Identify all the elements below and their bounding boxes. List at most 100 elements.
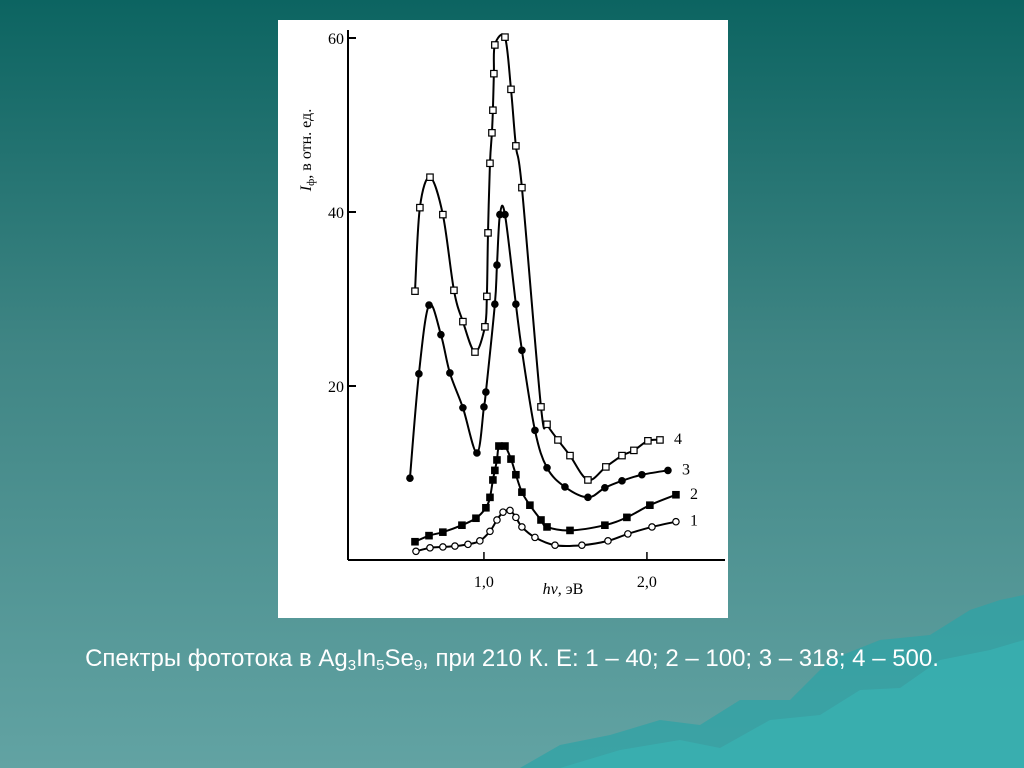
marker	[489, 106, 497, 115]
marker	[501, 442, 509, 450]
marker	[506, 506, 514, 515]
marker	[601, 483, 609, 492]
marker	[482, 388, 490, 396]
marker	[425, 301, 433, 309]
marker	[489, 476, 497, 484]
marker	[412, 547, 420, 556]
marker	[531, 533, 539, 542]
marker	[584, 476, 592, 484]
marker	[672, 517, 680, 526]
marker	[406, 474, 414, 483]
marker	[473, 449, 481, 457]
marker	[512, 142, 520, 150]
marker	[537, 516, 545, 524]
marker	[484, 229, 492, 237]
x-axis-label: hν, эВ	[543, 581, 584, 598]
series-label: 3	[682, 461, 690, 478]
marker	[518, 488, 526, 496]
caption-sub: 3	[347, 657, 357, 674]
marker	[630, 446, 638, 455]
series-label: 2	[690, 486, 698, 503]
marker	[566, 526, 574, 535]
marker	[486, 527, 494, 536]
marker	[537, 403, 545, 411]
marker	[481, 323, 489, 331]
marker	[507, 455, 515, 463]
marker	[501, 33, 509, 41]
marker	[554, 436, 562, 444]
chart-panel	[278, 20, 728, 618]
marker	[578, 541, 586, 550]
y-tick-label: 60	[328, 31, 344, 48]
marker	[491, 466, 499, 475]
marker	[624, 530, 632, 538]
marker	[623, 513, 631, 522]
marker	[518, 523, 526, 531]
marker	[648, 523, 656, 531]
marker	[458, 521, 466, 530]
marker	[566, 451, 574, 460]
marker	[491, 300, 499, 309]
marker	[446, 369, 454, 377]
marker	[512, 300, 520, 309]
marker	[451, 542, 459, 550]
marker	[459, 403, 467, 412]
marker	[439, 210, 447, 219]
marker	[493, 456, 501, 464]
marker	[531, 426, 539, 435]
marker	[486, 493, 494, 502]
marker	[488, 129, 496, 137]
marker	[604, 537, 612, 545]
marker	[646, 501, 654, 509]
y-tick-label: 40	[328, 205, 344, 222]
marker	[543, 463, 551, 472]
marker	[480, 403, 488, 411]
marker	[493, 261, 501, 269]
marker	[551, 541, 559, 550]
marker	[664, 466, 672, 475]
marker	[512, 470, 520, 479]
marker	[426, 173, 434, 182]
caption-text: Se	[384, 645, 414, 672]
marker	[526, 501, 534, 509]
marker	[602, 463, 610, 471]
marker	[561, 483, 569, 491]
marker	[411, 537, 419, 546]
chart: Iф, в отн. ед. hν, эВ 20 40 60 1,0 2,0 1 234	[298, 30, 725, 598]
marker	[584, 493, 592, 502]
series-line	[413, 33, 661, 482]
caption-text: Спектры фототока в Ag	[85, 645, 348, 672]
marker	[512, 513, 520, 522]
y-axis-label: Iф, в отн. ед.	[298, 109, 317, 192]
marker	[476, 537, 484, 545]
marker	[618, 477, 626, 485]
caption-text: In	[356, 645, 377, 672]
marker	[490, 69, 498, 78]
marker	[672, 490, 680, 499]
marker	[471, 348, 479, 356]
caption-sub: 9	[413, 657, 423, 674]
series-label: 4	[674, 431, 682, 448]
marker	[638, 470, 646, 479]
caption-sub: 5	[376, 657, 385, 674]
marker	[437, 330, 445, 339]
marker	[499, 508, 507, 516]
marker	[656, 436, 664, 444]
marker	[618, 451, 626, 460]
marker	[482, 504, 490, 512]
marker	[493, 516, 501, 524]
marker	[472, 514, 480, 523]
marker	[411, 287, 419, 295]
marker	[464, 540, 472, 549]
marker	[518, 183, 526, 192]
caption-text: , при 210 К. E: 1 – 40; 2 – 100; 3 – 318…	[422, 645, 939, 672]
marker	[518, 346, 526, 355]
marker	[486, 159, 494, 168]
marker	[439, 528, 447, 536]
marker	[507, 85, 515, 94]
marker	[459, 317, 467, 326]
marker	[415, 370, 423, 378]
marker	[501, 210, 509, 219]
x-tick-label: 1,0	[474, 574, 494, 591]
series-label: 1	[690, 513, 698, 530]
